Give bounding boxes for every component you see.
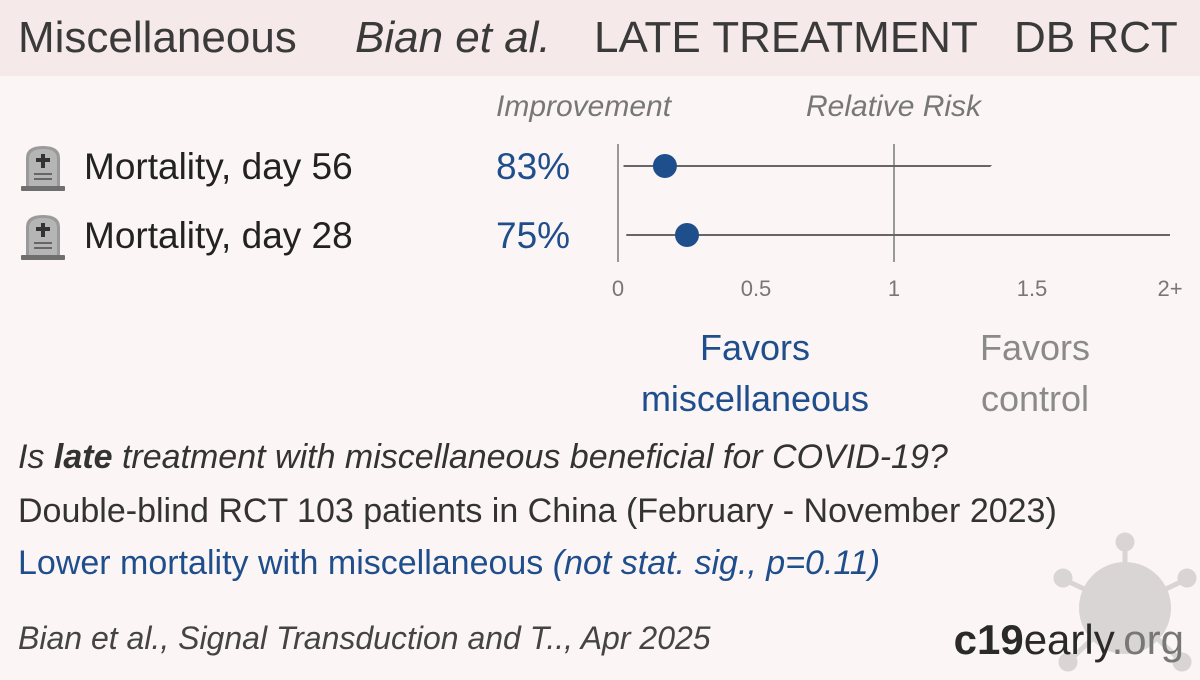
question-suffix: treatment with miscellaneous beneficial … xyxy=(112,438,948,476)
brand-link[interactable]: c19early.org xyxy=(954,616,1184,664)
outcome-name: Mortality, day 28 xyxy=(84,215,353,256)
virus-watermark-icon xyxy=(1053,532,1197,672)
tombstone-icon xyxy=(21,215,65,260)
favors-treatment-line-1: Favors xyxy=(699,327,811,368)
outcome-name: Mortality, day 56 xyxy=(84,146,353,187)
study-question: Is late treatment with miscellaneous ben… xyxy=(18,438,948,477)
study-design: DB RCT xyxy=(1014,13,1178,62)
result-main: Lower mortality with miscellaneous xyxy=(18,544,553,582)
x-tick-label: 2+ xyxy=(1157,276,1182,301)
question-prefix: Is xyxy=(18,438,54,476)
tombstone-icon xyxy=(21,146,65,191)
header-bar: Miscellaneous Bian et al. LATE TREATMENT… xyxy=(0,0,1200,76)
favors-treatment-line-2: miscellaneous xyxy=(640,378,870,419)
treatment-stage: LATE TREATMENT xyxy=(594,13,978,62)
brand-bold: c19 xyxy=(953,616,1024,663)
x-tick-label: 0 xyxy=(612,276,624,301)
favors-control-line-2: control xyxy=(980,378,1090,419)
outcome-improvement: 75% xyxy=(496,215,571,256)
outcome-row: Mortality, day 56 83% xyxy=(0,138,600,198)
forest-plot: 0 0.5 1 1.5 2+ xyxy=(612,144,1183,301)
x-tick-label: 0.5 xyxy=(741,276,772,301)
favors-treatment-label: Favors miscellaneous xyxy=(620,322,890,424)
study-authors: Bian et al. xyxy=(355,13,551,62)
outcome-improvement: 83% xyxy=(496,146,571,187)
favors-control-label: Favors control xyxy=(940,322,1130,424)
rr-point xyxy=(675,223,699,247)
study-result: Lower mortality with miscellaneous (not … xyxy=(18,544,880,583)
brand-rest: early xyxy=(1023,616,1112,663)
x-tick-label: 1.5 xyxy=(1017,276,1048,301)
brand-tld: .org xyxy=(1111,616,1184,663)
relative-risk-column-header: Relative Risk xyxy=(806,90,982,123)
result-significance: (not stat. sig., p=0.11) xyxy=(552,544,881,582)
study-detail: Double-blind RCT 103 patients in China (… xyxy=(18,492,1057,530)
outcome-row: Mortality, day 28 75% xyxy=(0,207,600,267)
improvement-column-header: Improvement xyxy=(496,90,672,123)
citation: Bian et al., Signal Transduction and T..… xyxy=(18,620,711,656)
rr-point xyxy=(652,154,677,178)
x-tick-label: 1 xyxy=(888,276,900,301)
question-emphasis: late xyxy=(53,438,113,476)
favors-control-line-1: Favors xyxy=(979,327,1091,368)
treatment-title: Miscellaneous xyxy=(18,13,297,62)
